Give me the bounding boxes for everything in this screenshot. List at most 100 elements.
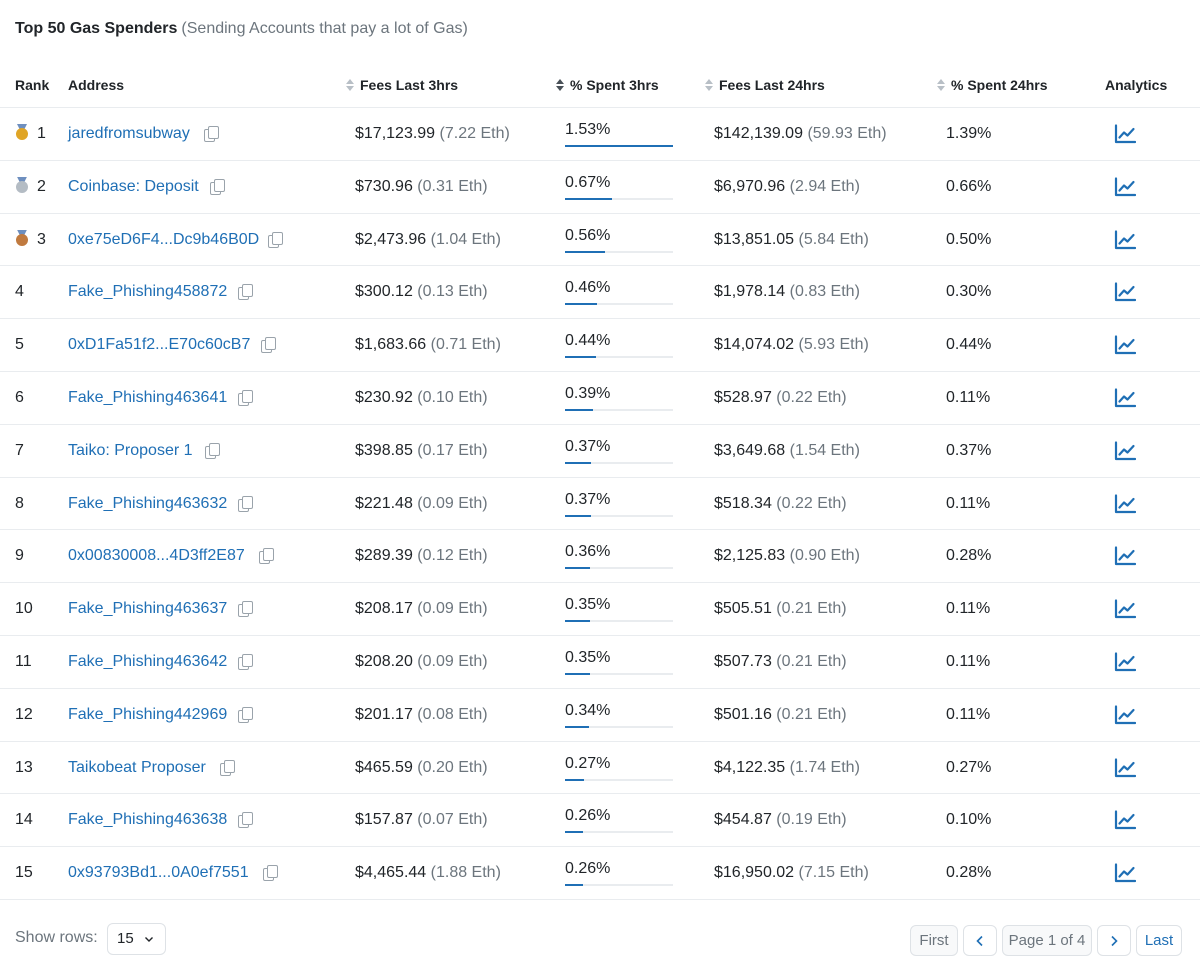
fees-3hrs-eth: (0.08 Eth) (417, 705, 488, 723)
table-row: 3 0xe75eD6F4...Dc9b46B0D $2,473.96 (1.04 E… (0, 214, 1200, 267)
column-header-fees-3hrs[interactable]: Fees Last 3hrs (346, 62, 458, 108)
rank-value: 14 (15, 811, 33, 829)
last-page-button[interactable]: Last (1136, 925, 1182, 956)
address-link[interactable]: 0x93793Bd1...0A0ef7551 (68, 864, 249, 882)
address-link[interactable]: Fake_Phishing463632 (68, 494, 228, 512)
line-chart-icon[interactable] (1114, 493, 1136, 514)
address-link[interactable]: Fake_Phishing463638 (68, 811, 228, 829)
line-chart-icon[interactable] (1114, 863, 1136, 883)
line-chart-icon[interactable] (1114, 757, 1136, 778)
fees-3hrs-usd: $1,683.66 (355, 336, 427, 354)
copy-icon[interactable] (238, 601, 253, 618)
copy-icon[interactable] (263, 865, 278, 882)
table-row: 4 Fake_Phishing458872 $300.12 (0.13 Eth) 0.… (0, 266, 1200, 320)
line-chart-icon[interactable] (1114, 705, 1136, 725)
copy-icon[interactable] (238, 284, 253, 301)
fees-24hrs-usd: $454.87 (714, 811, 772, 829)
rows-per-page-select[interactable]: 15 (107, 923, 166, 955)
address-link[interactable]: Taiko: Proposer 1 (68, 441, 193, 459)
address-link[interactable]: Fake_Phishing442969 (68, 705, 228, 723)
pct-spent-24hrs: 0.50% (946, 230, 992, 248)
column-label-rank: Rank (15, 77, 50, 93)
copy-icon[interactable] (268, 231, 283, 248)
copy-icon[interactable] (204, 126, 219, 142)
copy-icon[interactable] (205, 442, 220, 459)
fees-24hrs-usd: $2,125.83 (714, 547, 786, 565)
column-label-fees-3hrs: Fees Last 3hrs (360, 77, 459, 93)
address-link[interactable]: 0xe75eD6F4...Dc9b46B0D (68, 230, 260, 248)
copy-icon[interactable] (259, 548, 274, 565)
address-link[interactable]: Taikobeat Proposer (68, 758, 206, 776)
pct-spent-3hrs-bar (565, 408, 673, 411)
fees-24hrs-usd: $528.97 (714, 388, 772, 406)
address-link[interactable]: 0x00830008...4D3ff2E87 (68, 547, 245, 565)
address-link[interactable]: jaredfromsubway (68, 125, 190, 142)
column-header-pct-24hrs[interactable]: % Spent 24hrs (937, 62, 1047, 108)
rank-cell: 4 (15, 266, 24, 319)
copy-icon[interactable] (210, 178, 225, 195)
line-chart-icon[interactable] (1114, 599, 1136, 619)
copy-icon[interactable] (238, 495, 253, 512)
rank-cell: 10 (15, 583, 33, 636)
line-chart-icon[interactable] (1114, 124, 1136, 144)
copy-icon[interactable] (238, 812, 253, 829)
rank-cell: 3 (15, 214, 46, 267)
fees-24hrs-cell: $454.87 (0.19 Eth) (714, 794, 847, 847)
column-header-address: Address (68, 62, 124, 108)
pct-spent-3hrs-bar (565, 303, 673, 306)
rank-cell: 9 (15, 530, 24, 583)
pct-spent-24hrs: 0.28% (946, 547, 992, 565)
title-subtitle: (Sending Accounts that pay a lot of Gas) (181, 20, 468, 37)
page-info-label: Page 1 of 4 (1008, 932, 1086, 949)
pct-spent-3hrs-bar-fill (565, 831, 583, 834)
line-chart-icon[interactable] (1114, 546, 1136, 566)
rank-cell: 14 (15, 794, 33, 847)
first-page-button[interactable]: First (910, 925, 958, 956)
page-indicator: Page 1 of 4 (1002, 925, 1092, 956)
fees-3hrs-eth: (0.13 Eth) (417, 283, 488, 301)
copy-icon[interactable] (238, 389, 253, 406)
address-link[interactable]: Fake_Phishing458872 (68, 283, 228, 301)
fees-24hrs-eth: (59.93 Eth) (807, 125, 887, 142)
address-link[interactable]: Fake_Phishing463637 (68, 600, 228, 618)
column-header-fees-24hrs[interactable]: Fees Last 24hrs (705, 62, 825, 108)
address-link[interactable]: Fake_Phishing463641 (68, 388, 228, 406)
line-chart-icon[interactable] (1114, 652, 1136, 672)
fees-3hrs-cell: $17,123.99 (7.22 Eth) (355, 108, 510, 161)
address-link[interactable]: Coinbase: Deposit (68, 177, 199, 195)
column-header-pct-3hrs[interactable]: % Spent 3hrs (556, 62, 659, 108)
pct-spent-3hrs: 0.34% (565, 701, 611, 719)
fees-3hrs-usd: $4,465.44 (355, 864, 427, 882)
table-body: 1 jaredfromsubway $17,123.99 (7.22 Eth) 1.5… (0, 108, 1200, 900)
first-page-label: First (919, 932, 949, 949)
rank-value: 11 (15, 652, 32, 670)
pct-spent-3hrs: 0.67% (565, 173, 611, 191)
table-row: 11 Fake_Phishing463642 $208.20 (0.09 Eth) 0… (0, 636, 1200, 689)
chevron-left-icon (976, 935, 983, 946)
next-page-button[interactable] (1097, 925, 1131, 956)
line-chart-icon[interactable] (1114, 229, 1136, 250)
line-chart-icon[interactable] (1114, 441, 1136, 461)
line-chart-icon[interactable] (1114, 177, 1136, 197)
copy-icon[interactable] (238, 706, 253, 723)
address-link[interactable]: 0xD1Fa51f2...E70c60cB7 (68, 336, 251, 354)
copy-icon[interactable] (238, 653, 253, 670)
column-label-analytics: Analytics (1105, 77, 1168, 93)
silver-medal-icon (15, 176, 29, 193)
address-link[interactable]: Fake_Phishing463642 (68, 652, 228, 670)
copy-icon[interactable] (220, 759, 235, 776)
pct-spent-3hrs-bar (565, 145, 673, 147)
copy-icon[interactable] (261, 337, 276, 354)
show-rows-label: Show rows: (15, 929, 98, 946)
line-chart-icon[interactable] (1114, 282, 1136, 302)
line-chart-icon[interactable] (1114, 388, 1136, 408)
line-chart-icon[interactable] (1114, 810, 1136, 830)
rank-value: 1 (37, 125, 46, 142)
line-chart-icon[interactable] (1114, 335, 1136, 355)
pct-spent-3hrs-bar-fill (565, 884, 583, 887)
fees-24hrs-eth: (0.21 Eth) (776, 652, 847, 670)
prev-page-button[interactable] (963, 925, 997, 956)
fees-24hrs-cell: $501.16 (0.21 Eth) (714, 689, 847, 742)
fees-24hrs-usd: $505.51 (714, 600, 772, 618)
title-main: Top 50 Gas Spenders (15, 20, 178, 37)
